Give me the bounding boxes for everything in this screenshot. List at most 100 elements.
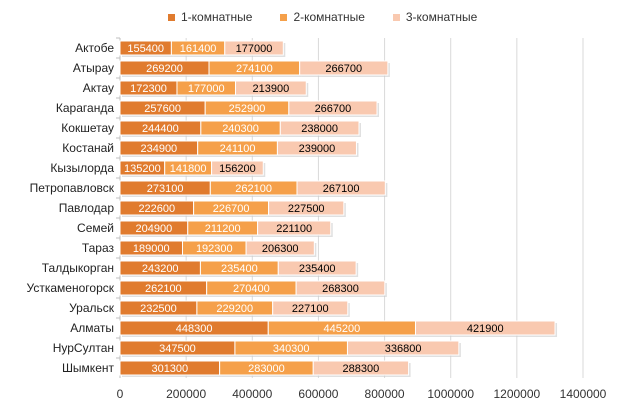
data-label-9-1: 211200 [205,223,241,235]
data-label-4-2: 238000 [301,123,338,135]
data-label-4-0: 244400 [142,123,179,135]
data-label-0-1: 161400 [180,43,217,55]
data-label-13-2: 227100 [292,303,329,315]
legend-swatch-series-1 [168,13,175,21]
data-label-5-1: 241100 [220,143,256,155]
legend-item-series-1: 1-комнатные [168,10,252,24]
x-tick-label-2: 400000 [232,387,272,401]
bar-2-2 [235,80,307,96]
data-label-2-2: 213900 [253,83,290,95]
category-label-12: Усткаменогорск [27,281,115,295]
data-label-3-0: 257600 [144,103,181,115]
data-label-6-0: 135200 [124,163,161,175]
category-label-2: Актау [83,81,114,95]
data-label-8-2: 227500 [288,203,325,215]
data-label-11-0: 243200 [142,263,179,275]
bar-1-2 [299,60,389,76]
data-label-10-1: 192300 [196,243,233,255]
bar-11-2 [277,260,357,276]
bar-15-2 [346,340,460,356]
data-label-10-0: 189000 [133,243,170,255]
data-label-14-2: 421900 [467,323,504,335]
data-label-1-2: 266700 [325,63,362,75]
data-label-8-1: 226700 [213,203,250,215]
data-label-12-1: 270400 [233,283,270,295]
data-label-10-2: 206300 [262,243,299,255]
data-label-3-2: 266700 [315,103,352,115]
bar-8-2 [268,200,345,216]
bar-13-2 [272,300,349,316]
data-label-6-2: 156200 [219,163,256,175]
data-label-3-1: 252900 [229,103,266,115]
data-label-13-0: 232500 [140,303,177,315]
bar-3-2 [288,100,378,116]
category-label-5: Костанай [62,141,114,155]
data-label-14-0: 448300 [176,323,213,335]
x-tick-label-5: 1000000 [427,387,474,401]
data-label-0-0: 155400 [127,43,164,55]
data-label-5-0: 234900 [140,143,177,155]
data-label-15-1: 340300 [273,343,310,355]
legend: 1-комнатные 2-комнатные 3-комнатные [168,10,477,24]
data-label-16-0: 301300 [151,363,188,375]
data-label-0-2: 177000 [236,43,273,55]
category-label-4: Кокшетау [61,121,114,135]
bar-0-2 [224,40,284,56]
legend-swatch-series-2 [280,13,288,21]
bar-5-2 [276,140,357,156]
bar-6-2 [211,160,264,176]
legend-item-series-2: 2-комнатные [280,10,365,24]
legend-label-series-3: 3-комнатные [405,10,478,24]
data-label-9-2: 221100 [276,223,312,235]
data-label-1-1: 274100 [236,63,273,75]
bar-14-2 [414,320,556,336]
data-label-12-0: 262100 [145,283,182,295]
bar-10-2 [245,240,315,256]
bar-9-2 [257,220,332,236]
data-label-6-1: 141800 [170,163,207,175]
category-label-10: Тараз [82,241,115,255]
data-label-9-0: 204900 [136,223,173,235]
data-label-1-0: 269200 [146,63,183,75]
bar-16-2 [312,360,410,376]
data-label-5-2: 239000 [299,143,336,155]
data-label-14-1: 445200 [324,323,361,335]
data-label-11-2: 235400 [299,263,336,275]
x-tick-label-1: 200000 [166,387,206,401]
category-label-11: Талдыкорган [42,261,114,275]
category-label-9: Семей [77,221,114,235]
category-label-7: Петропавловск [30,181,115,195]
data-label-12-2: 268300 [322,283,359,295]
legend-swatch-series-3 [392,13,400,21]
category-label-16: Шымкент [62,361,115,375]
legend-label-series-1: 1-комнатные [181,10,253,24]
data-label-7-0: 273100 [147,183,184,195]
data-label-2-0: 172300 [130,83,167,95]
data-label-2-1: 177000 [188,83,225,95]
legend-label-series-2: 2-комнатные [293,10,365,24]
data-label-7-2: 267100 [323,183,360,195]
data-label-8-0: 222600 [138,203,175,215]
data-label-11-1: 235400 [221,263,258,275]
data-label-15-0: 347500 [159,343,196,355]
data-label-16-1: 283000 [248,363,285,375]
category-label-14: Алматы [70,321,114,335]
x-tick-label-0: 0 [117,387,124,401]
data-label-7-1: 262100 [235,183,272,195]
data-label-16-2: 288300 [343,363,380,375]
category-label-15: НурСултан [53,341,114,355]
category-label-6: Кызылорда [50,161,114,175]
x-tick-label-6: 1200000 [493,387,540,401]
category-label-1: Атырау [73,61,114,75]
x-tick-label-3: 600000 [298,387,338,401]
category-label-13: Уральск [69,301,115,315]
category-label-0: Актобе [75,41,114,55]
x-tick-label-4: 800000 [365,387,405,401]
data-label-15-2: 336800 [385,343,422,355]
legend-item-series-3: 3-комнатные [392,10,478,24]
data-label-4-1: 240300 [222,123,259,135]
category-label-8: Павлодар [59,201,115,215]
bar-7-2 [296,180,386,196]
x-tick-label-7: 1400000 [560,387,607,401]
